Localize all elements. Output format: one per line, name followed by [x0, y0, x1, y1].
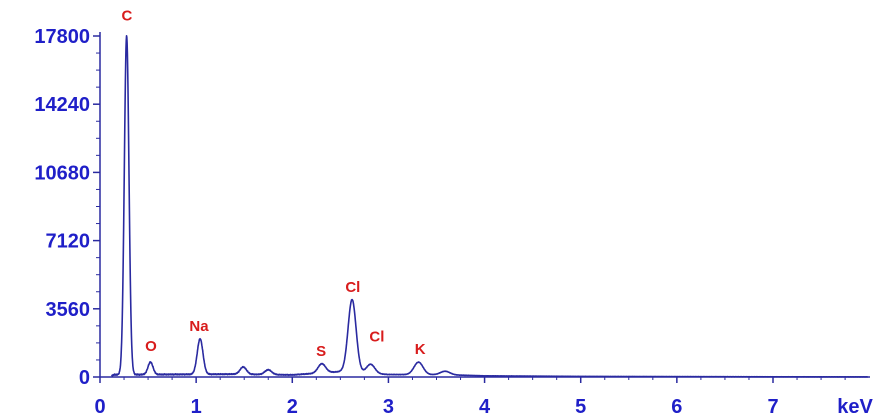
x-tick-label: 5: [575, 396, 586, 418]
x-ticks: 0 1 2 3 4 5 6 7: [94, 377, 846, 418]
x-tick-label: 0: [94, 396, 105, 418]
peak-labels: C O Na S Cl Cl K: [121, 8, 425, 360]
spectrum-line: [110, 35, 869, 378]
x-tick-label: 7: [767, 396, 778, 418]
x-tick-label: 1: [191, 396, 202, 418]
peak-label-cl: Cl: [369, 329, 384, 346]
x-tick-label: 4: [479, 396, 491, 418]
peak-label-s: S: [316, 343, 326, 360]
y-tick-label: 0: [79, 367, 90, 389]
y-tick-label: 3560: [46, 299, 91, 321]
x-tick-label: 3: [383, 396, 394, 418]
x-unit-label: keV: [837, 396, 873, 418]
plot-area: [110, 35, 869, 378]
y-tick-label: 14240: [34, 94, 90, 116]
y-tick-label: 7120: [46, 231, 91, 253]
y-ticks: 0 3560 7120 10680 14240 17800: [34, 26, 100, 389]
peak-label-cl: Cl: [345, 279, 360, 296]
x-tick-label: 2: [287, 396, 298, 418]
peak-label-na: Na: [189, 318, 209, 335]
y-tick-label: 17800: [34, 26, 90, 48]
axes: [99, 32, 870, 378]
peak-label-c: C: [121, 8, 132, 25]
y-tick-label: 10680: [34, 162, 90, 184]
peak-label-o: O: [145, 338, 157, 355]
x-tick-label: 6: [671, 396, 682, 418]
peak-label-k: K: [415, 341, 426, 358]
